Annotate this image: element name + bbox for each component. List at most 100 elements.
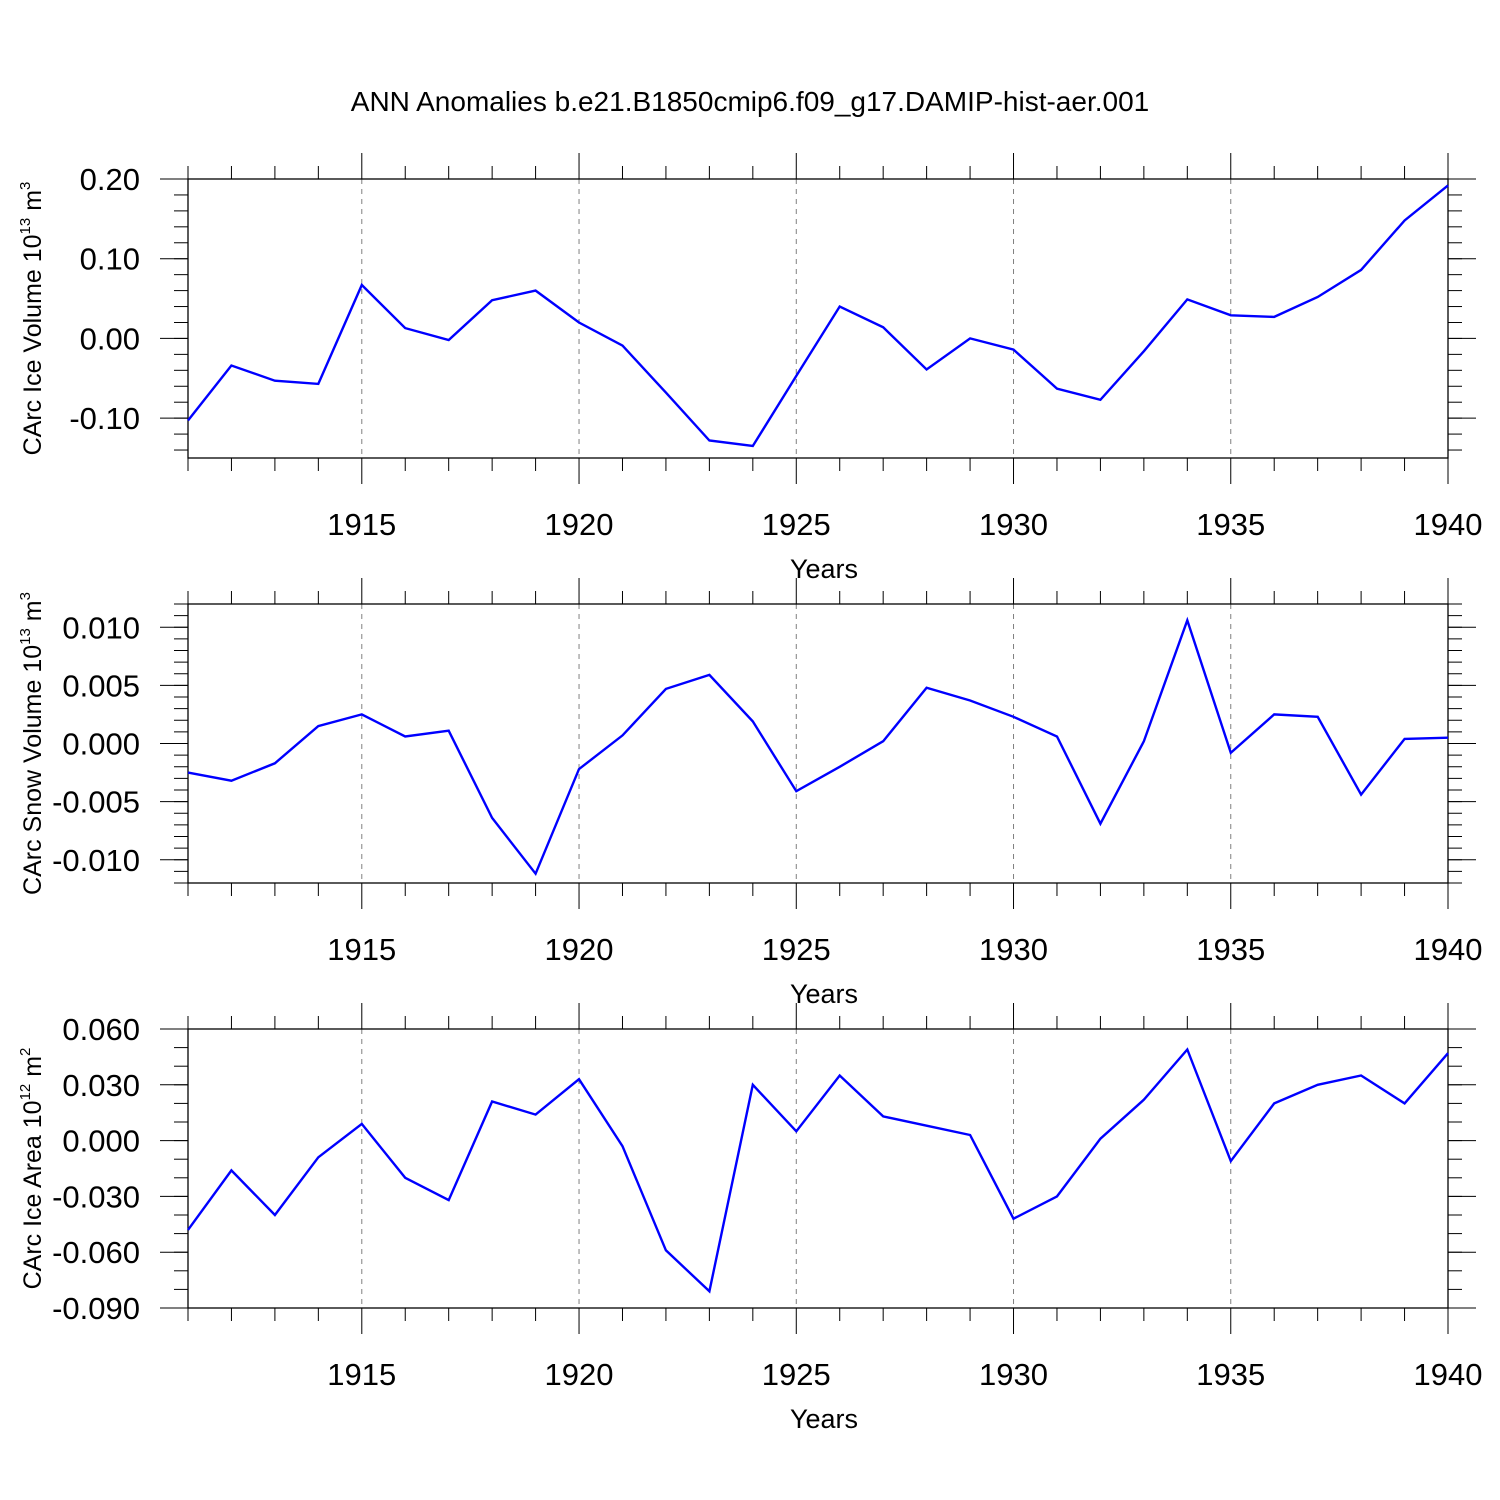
data-point-1940 (1447, 184, 1449, 186)
data-point-1920 (578, 1078, 580, 1080)
plot-frame (187, 1028, 1449, 1309)
data-point-1940 (1447, 736, 1449, 738)
y-tick-label: 0.010 (62, 610, 140, 645)
data-point-1926 (839, 1074, 841, 1076)
data-point-1930 (1012, 1218, 1014, 1220)
data-point-1932 (1099, 399, 1101, 401)
data-point-1935 (1230, 1160, 1232, 1162)
data-point-1918 (491, 299, 493, 301)
data-point-1938 (1360, 269, 1362, 271)
data-point-1926 (839, 766, 841, 768)
data-point-1932 (1099, 823, 1101, 825)
data-point-1940 (1447, 1052, 1449, 1054)
data-point-1913 (274, 762, 276, 764)
x-axis-label: Years (790, 979, 858, 1009)
data-point-1913 (274, 1214, 276, 1216)
y-tick-label: -0.090 (52, 1291, 140, 1326)
data-point-1931 (1056, 735, 1058, 737)
x-tick-label-1935: 1935 (1196, 507, 1265, 542)
y-tick-label: 0.005 (62, 668, 140, 703)
data-point-1927 (882, 740, 884, 742)
data-point-1919 (534, 289, 536, 291)
data-point-1911 (187, 771, 189, 773)
data-point-1921 (621, 344, 623, 346)
data-point-1933 (1143, 740, 1145, 742)
data-point-1924 (752, 1084, 754, 1086)
data-point-1919 (534, 1113, 536, 1115)
data-point-1928 (925, 368, 927, 370)
data-point-1922 (665, 1249, 667, 1251)
data-point-1929 (969, 1134, 971, 1136)
data-point-1925 (795, 375, 797, 377)
chart-title: ANN Anomalies b.e21.B1850cmip6.f09_g17.D… (350, 86, 1150, 117)
data-point-1933 (1143, 350, 1145, 352)
data-point-1918 (491, 817, 493, 819)
y-tick-label: 0.030 (62, 1068, 140, 1103)
data-point-1917 (447, 339, 449, 341)
panel-2: 1915 1920 1925 1930 1935 1940 Years -0.010 -0.00… (17, 578, 1482, 1009)
data-point-1926 (839, 305, 841, 307)
y-tick-label: 0.000 (62, 727, 140, 762)
data-point-1916 (404, 327, 406, 329)
data-point-1923 (708, 674, 710, 676)
x-tick-label-1935: 1935 (1196, 1357, 1265, 1392)
data-point-1928 (925, 687, 927, 689)
series-line (187, 184, 1449, 448)
data-point-1914 (317, 1156, 319, 1158)
x-tick-label-1915: 1915 (327, 932, 396, 967)
data-point-1922 (665, 391, 667, 393)
x-tick-label-1930: 1930 (979, 932, 1048, 967)
data-point-1933 (1143, 1098, 1145, 1100)
data-point-1925 (795, 1130, 797, 1132)
data-point-1939 (1403, 738, 1405, 740)
data-point-1917 (447, 730, 449, 732)
x-tick-label-1940: 1940 (1414, 932, 1483, 967)
data-point-1916 (404, 1177, 406, 1179)
data-point-1927 (882, 1115, 884, 1117)
x-tick-label-1930: 1930 (979, 1357, 1048, 1392)
y-tick-label: 0.10 (80, 242, 140, 277)
x-tick-label-1920: 1920 (545, 507, 614, 542)
data-point-1923 (708, 439, 710, 441)
data-point-1920 (578, 768, 580, 770)
y-tick-label: -0.10 (69, 401, 140, 436)
data-point-1920 (578, 321, 580, 323)
y-tick-label: -0.060 (52, 1235, 140, 1270)
data-point-1924 (752, 720, 754, 722)
y-tick-label: 0.000 (62, 1124, 140, 1159)
data-point-1917 (447, 1199, 449, 1201)
y-axis-label: CArc Ice Area 1012 m2 (17, 1048, 47, 1290)
data-point-1934 (1186, 619, 1188, 621)
data-point-1939 (1403, 1102, 1405, 1104)
data-point-1935 (1230, 752, 1232, 754)
y-axis-label: CArc Snow Volume 1013 m3 (17, 592, 47, 895)
x-tick-label-1925: 1925 (762, 932, 831, 967)
data-point-1918 (491, 1100, 493, 1102)
data-point-1937 (1316, 296, 1318, 298)
data-point-1934 (1186, 1048, 1188, 1050)
data-point-1929 (969, 699, 971, 701)
data-point-1924 (752, 445, 754, 447)
data-point-1936 (1273, 1102, 1275, 1104)
x-tick-label-1940: 1940 (1414, 1357, 1483, 1392)
data-point-1914 (317, 383, 319, 385)
x-tick-label-1915: 1915 (327, 1357, 396, 1392)
data-point-1911 (187, 419, 189, 421)
data-point-1919 (534, 873, 536, 875)
data-point-1914 (317, 725, 319, 727)
y-tick-label: -0.010 (52, 843, 140, 878)
plot-frame (187, 178, 1449, 459)
data-point-1934 (1186, 298, 1188, 300)
data-point-1912 (230, 1169, 232, 1171)
data-point-1916 (404, 735, 406, 737)
data-point-1913 (274, 379, 276, 381)
data-point-1932 (1099, 1138, 1101, 1140)
y-axis-label: CArc Ice Volume 1013 m3 (17, 182, 47, 456)
data-point-1912 (230, 780, 232, 782)
x-axis-label: Years (790, 554, 858, 584)
data-point-1923 (708, 1290, 710, 1292)
panel-1: 1915 1920 1925 1930 1935 1940 Years -0.10 0.00 0.… (17, 153, 1482, 584)
x-tick-label-1925: 1925 (762, 1357, 831, 1392)
data-point-1936 (1273, 713, 1275, 715)
